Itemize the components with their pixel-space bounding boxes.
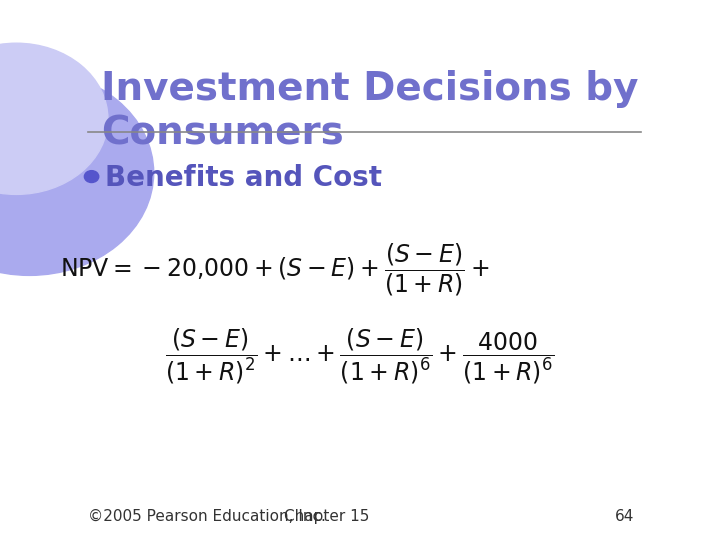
Text: Chapter 15: Chapter 15 xyxy=(284,509,369,524)
Text: $\dfrac{(S - E)}{(1 + R)^2} + \ldots + \dfrac{(S - E)}{(1 + R)^6} + \dfrac{4000}: $\dfrac{(S - E)}{(1 + R)^2} + \ldots + \… xyxy=(165,327,554,386)
Text: ©2005 Pearson Education, Inc.: ©2005 Pearson Education, Inc. xyxy=(89,509,326,524)
Text: $\mathrm{NPV} = -20{,}000 + (S - E) + \dfrac{(S - E)}{(1 + R)} +$: $\mathrm{NPV} = -20{,}000 + (S - E) + \d… xyxy=(60,242,490,298)
Circle shape xyxy=(0,70,153,275)
Circle shape xyxy=(84,171,99,183)
Circle shape xyxy=(0,43,108,194)
Text: Investment Decisions by
Consumers: Investment Decisions by Consumers xyxy=(102,70,639,152)
Text: Benefits and Cost: Benefits and Cost xyxy=(104,164,382,192)
Text: 64: 64 xyxy=(615,509,634,524)
